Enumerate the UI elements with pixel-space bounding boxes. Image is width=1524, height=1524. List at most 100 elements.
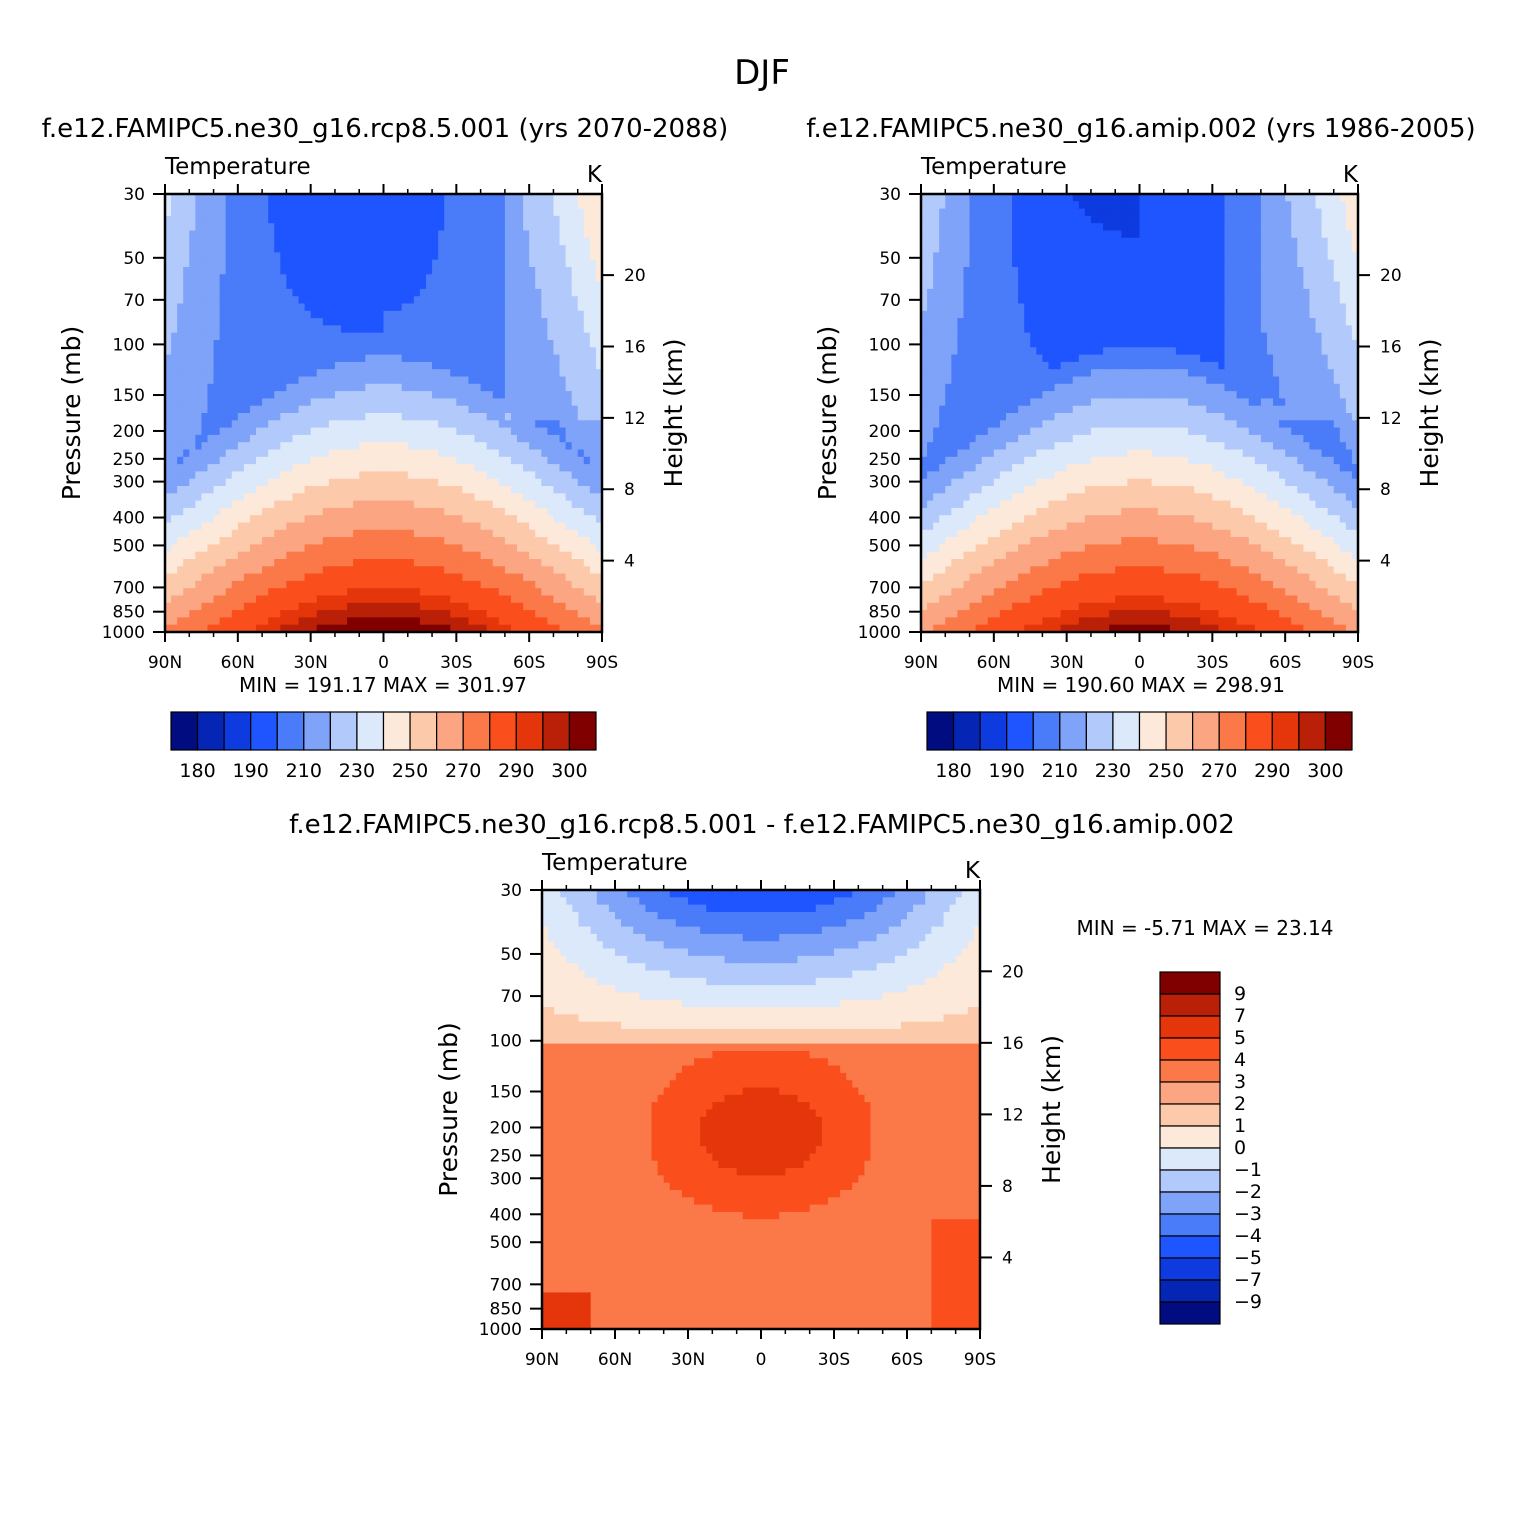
field-cell xyxy=(1145,208,1153,217)
field-cell xyxy=(310,288,318,297)
field-cell xyxy=(298,369,306,378)
field-cell xyxy=(583,624,591,633)
field-cell xyxy=(286,201,294,210)
field-cell xyxy=(177,427,184,436)
field-cell xyxy=(401,434,409,443)
field-cell xyxy=(535,303,542,312)
field-cell xyxy=(951,223,959,232)
field-cell xyxy=(298,252,306,261)
field-cell xyxy=(456,500,463,509)
field-cell xyxy=(1157,223,1165,232)
field-cell xyxy=(1163,245,1171,253)
field-cell xyxy=(347,413,354,421)
field-cell xyxy=(207,420,215,429)
field-cell xyxy=(171,449,178,458)
field-cell xyxy=(565,245,573,253)
field-cell xyxy=(480,398,488,407)
field-cell xyxy=(249,529,257,538)
field-cell xyxy=(316,398,324,407)
field-cell xyxy=(201,223,209,232)
field-cell xyxy=(213,486,221,494)
field-cell xyxy=(1351,237,1359,246)
field-cell xyxy=(359,318,366,326)
field-cell xyxy=(365,522,372,531)
field-cell xyxy=(280,347,287,356)
field-cell xyxy=(939,201,946,210)
field-cell xyxy=(389,624,397,633)
field-cell xyxy=(553,624,561,633)
field-cell xyxy=(1169,230,1177,239)
field-cell xyxy=(353,580,360,589)
field-cell xyxy=(583,318,591,326)
field-cell xyxy=(213,580,221,589)
field-cell xyxy=(310,391,318,399)
field-cell xyxy=(517,588,524,597)
field-cell xyxy=(225,391,233,399)
field-cell xyxy=(1005,194,1013,202)
field-cell xyxy=(565,588,573,597)
field-cell xyxy=(383,522,391,531)
field-cell xyxy=(444,340,451,348)
field-cell xyxy=(262,537,269,545)
field-cell xyxy=(183,617,190,626)
field-cell xyxy=(286,522,294,531)
field-cell xyxy=(486,310,494,319)
field-cell xyxy=(595,325,603,334)
field-cell xyxy=(365,245,372,253)
field-cell xyxy=(498,559,506,567)
field-cell xyxy=(207,529,215,538)
field-cell xyxy=(413,456,421,465)
field-cell xyxy=(347,332,354,341)
field-cell xyxy=(256,303,263,312)
field-cell xyxy=(553,347,561,356)
field-cell xyxy=(304,500,312,509)
field-cell xyxy=(377,602,385,611)
field-cell xyxy=(213,515,221,524)
field-cell xyxy=(413,588,421,597)
colorbar-label: 230 xyxy=(339,760,375,782)
field-cell xyxy=(486,405,494,414)
field-cell xyxy=(510,194,518,202)
field-cell xyxy=(395,420,403,429)
field-cell xyxy=(468,369,476,378)
field-cell xyxy=(456,347,463,356)
field-cell xyxy=(571,456,579,465)
field-cell xyxy=(171,500,178,509)
field-cell xyxy=(243,391,251,399)
field-cell xyxy=(249,318,257,326)
field-cell xyxy=(237,471,245,480)
field-cell xyxy=(280,486,287,494)
field-cell xyxy=(395,442,403,451)
field-cell xyxy=(474,544,482,553)
field-cell xyxy=(577,493,585,502)
field-cell xyxy=(377,449,385,458)
field-cell xyxy=(207,515,215,524)
field-cell xyxy=(310,515,318,524)
field-cell xyxy=(280,434,287,443)
field-cell xyxy=(304,507,312,516)
field-cell xyxy=(577,354,585,363)
field-cell xyxy=(1266,223,1274,232)
field-cell xyxy=(292,245,300,253)
field-cell xyxy=(486,559,494,567)
field-cell xyxy=(559,449,567,458)
field-cell xyxy=(577,237,585,246)
field-cell xyxy=(407,449,415,458)
field-cell xyxy=(486,383,494,392)
field-cell xyxy=(401,500,409,509)
field-cell xyxy=(365,580,372,589)
field-cell xyxy=(474,427,482,436)
field-cell xyxy=(195,427,203,436)
field-cell xyxy=(365,288,372,297)
field-cell xyxy=(304,595,312,604)
field-cell xyxy=(165,588,172,597)
field-cell xyxy=(571,223,579,232)
field-cell xyxy=(262,413,269,421)
field-cell xyxy=(523,332,530,341)
field-cell xyxy=(365,617,372,626)
field-cell xyxy=(589,486,597,494)
field-cell xyxy=(529,340,536,348)
field-cell xyxy=(225,617,233,626)
field-cell xyxy=(510,588,518,597)
field-cell xyxy=(377,515,385,524)
